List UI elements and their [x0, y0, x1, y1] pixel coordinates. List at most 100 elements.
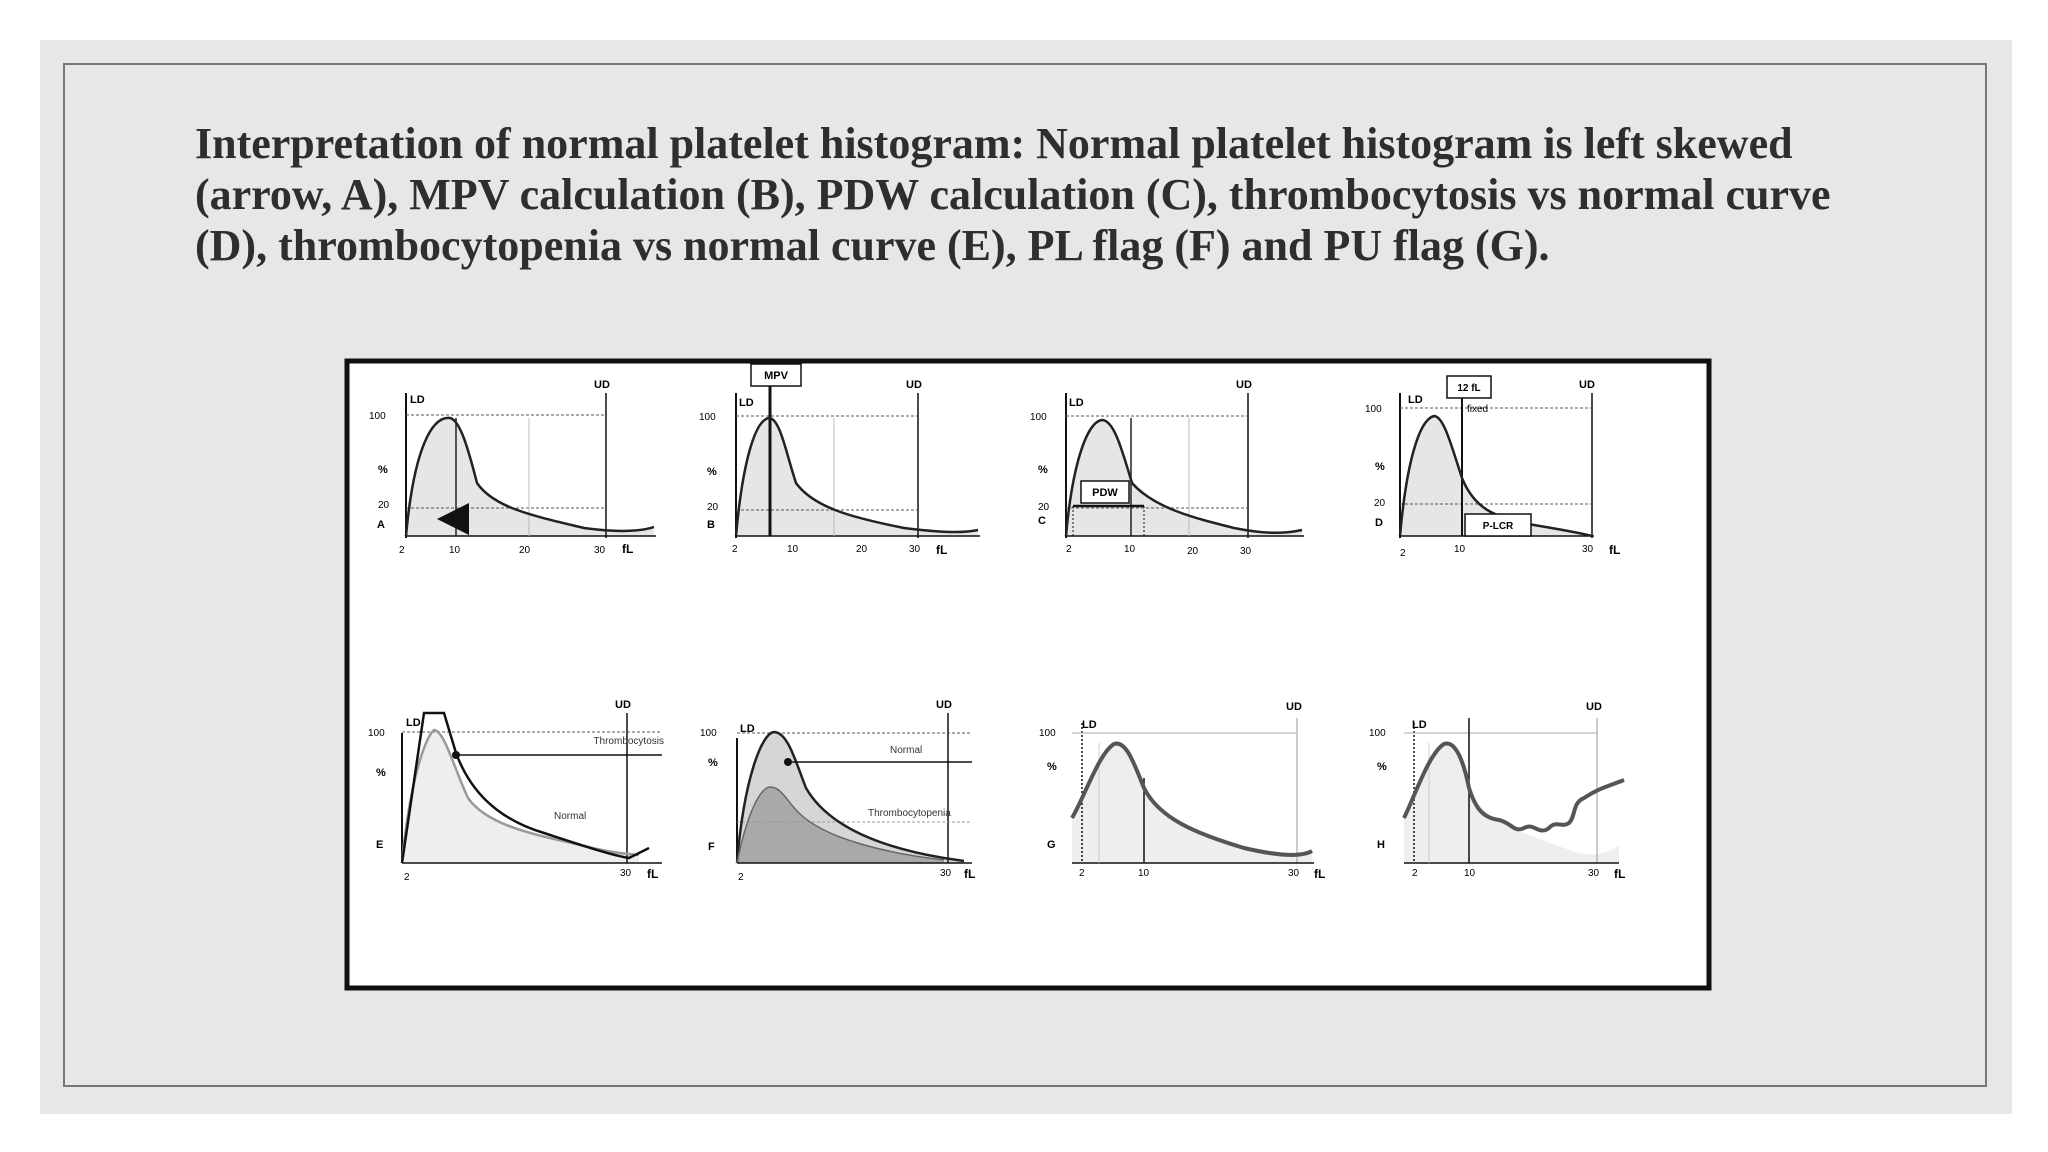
panel-g-y-100: 100 — [1039, 728, 1056, 739]
panel-f-ld: LD — [740, 723, 755, 735]
panel-h-letter: H — [1377, 839, 1385, 851]
panel-c-tick-2: 2 — [1066, 544, 1072, 555]
panel-c-ld: LD — [1069, 397, 1084, 409]
panel-d: 12 fL fixed P-LCR LD UD 100 20 % D 2 10 … — [1365, 375, 1620, 559]
panel-e: Thrombocytosis Normal LD UD 100 % E 2 30… — [368, 699, 664, 883]
panel-d-tick-30: 30 — [1582, 544, 1594, 555]
panel-b: MPV LD UD 100 20 % B 2 10 20 30 fL — [699, 363, 980, 557]
panel-b-ud: UD — [906, 379, 922, 391]
panel-f-letter: F — [708, 841, 715, 853]
panel-b-y-20: 20 — [707, 502, 719, 513]
panel-f-tick-30: 30 — [940, 868, 952, 879]
slide: Interpretation of normal platelet histog… — [40, 40, 2012, 1114]
panel-h-area — [1404, 743, 1619, 863]
panel-a-y-20: 20 — [378, 500, 390, 511]
panel-a-ld: LD — [410, 394, 425, 406]
panel-b-unit: fL — [936, 543, 947, 557]
panel-b-area — [736, 418, 978, 536]
panel-e-unit: fL — [647, 867, 658, 881]
panel-e-label-thrombocytosis: Thrombocytosis — [593, 736, 664, 747]
panel-b-tick-10: 10 — [787, 544, 799, 555]
panel-c-y-100: 100 — [1030, 412, 1047, 423]
panel-g: LD UD 100 % G 2 10 30 fL — [1039, 701, 1325, 881]
panel-a-ud: UD — [594, 379, 610, 391]
panel-f-y-100: 100 — [700, 728, 717, 739]
panel-a-tick-30: 30 — [594, 545, 606, 556]
panel-g-tick-2: 2 — [1079, 868, 1085, 879]
panel-c: PDW LD UD 100 20 % C 2 10 20 30 — [1030, 379, 1304, 557]
panel-h: LD UD 100 % H 2 10 30 fL — [1369, 701, 1625, 881]
panel-d-y-100: 100 — [1365, 404, 1382, 415]
panel-f-ud: UD — [936, 699, 952, 711]
panel-b-letter: B — [707, 519, 715, 531]
panel-d-plcr-box — [1464, 513, 1532, 537]
panel-g-letter: G — [1047, 839, 1056, 851]
panel-g-unit: fL — [1314, 867, 1325, 881]
panel-f-thrombocytopenia-area — [737, 787, 944, 863]
histogram-figure: LD UD 100 20 % A 2 10 20 30 fL — [344, 358, 1752, 1026]
panel-b-tick-2: 2 — [732, 544, 738, 555]
figure-border — [344, 358, 1712, 991]
panel-a-y-100: 100 — [369, 411, 386, 422]
panel-e-ud: UD — [615, 699, 631, 711]
panel-h-y-percent: % — [1377, 761, 1387, 773]
panel-c-y-percent: % — [1038, 464, 1048, 476]
panel-h-y-100: 100 — [1369, 728, 1386, 739]
slide-frame — [63, 63, 1987, 1087]
panel-a-unit: fL — [622, 542, 633, 556]
panel-a-tick-20: 20 — [519, 545, 531, 556]
panel-d-letter: D — [1375, 517, 1383, 529]
panel-b-y-percent: % — [707, 466, 717, 478]
panel-h-tick-10: 10 — [1464, 868, 1476, 879]
panel-h-curve — [1402, 741, 1625, 833]
panel-c-tick-20: 20 — [1187, 546, 1199, 557]
panel-f: Normal Thrombocytopenia LD UD 100 % F 2 … — [700, 699, 975, 883]
panel-d-tick-10: 10 — [1454, 544, 1466, 555]
panel-b-tick-20: 20 — [856, 544, 868, 555]
panel-d-area — [1400, 416, 1592, 536]
panel-f-label-normal: Normal — [890, 745, 922, 756]
panel-f-tick-2: 2 — [738, 872, 744, 883]
panel-c-pdw-box — [1080, 480, 1130, 504]
panel-d-12fl-label: 12 fL — [1457, 383, 1480, 394]
slide-caption: Interpretation of normal platelet histog… — [195, 119, 1831, 270]
panel-e-ld: LD — [406, 717, 421, 729]
panel-d-y-20: 20 — [1374, 498, 1386, 509]
panel-a: LD UD 100 20 % A 2 10 20 30 fL — [369, 379, 656, 556]
panel-h-tick-2: 2 — [1412, 868, 1418, 879]
panel-e-label-normal: Normal — [554, 811, 586, 822]
panel-d-curve — [1398, 414, 1593, 538]
panel-a-curve — [404, 416, 655, 537]
panel-g-ld: LD — [1082, 719, 1097, 731]
panel-h-ld: LD — [1412, 719, 1427, 731]
panel-c-y-20: 20 — [1038, 502, 1050, 513]
panel-d-fixed-note: fixed — [1467, 404, 1488, 415]
panel-c-tick-30: 30 — [1240, 546, 1252, 557]
panel-b-mpv-box — [750, 363, 802, 387]
panel-g-ud: UD — [1286, 701, 1302, 713]
panel-g-y-percent: % — [1047, 761, 1057, 773]
panel-e-area — [402, 730, 639, 863]
panel-g-tick-30: 30 — [1288, 868, 1300, 879]
panel-b-ld: LD — [739, 397, 754, 409]
panel-f-normal-curve — [735, 730, 965, 864]
panel-c-ud: UD — [1236, 379, 1252, 391]
panel-f-thrombocytopenia-curve — [736, 786, 945, 864]
panel-d-y-percent: % — [1375, 461, 1385, 473]
panel-e-y-100: 100 — [368, 728, 385, 739]
panel-h-tick-30: 30 — [1588, 868, 1600, 879]
panel-f-y-percent: % — [708, 757, 718, 769]
panel-e-y-percent: % — [376, 767, 386, 779]
panel-c-pdw-label: PDW — [1092, 487, 1118, 499]
panel-a-y-percent: % — [378, 464, 388, 476]
panel-e-letter: E — [376, 839, 383, 851]
panel-a-letter: A — [377, 519, 385, 531]
panel-g-area — [1072, 743, 1312, 863]
panel-c-letter: C — [1038, 515, 1046, 527]
panel-c-tick-10: 10 — [1124, 544, 1136, 555]
panel-d-ld: LD — [1408, 394, 1423, 406]
panel-h-unit: fL — [1614, 867, 1625, 881]
panel-b-y-100: 100 — [699, 412, 716, 423]
panel-d-tick-2: 2 — [1400, 548, 1406, 559]
panel-e-tick-2: 2 — [404, 872, 410, 883]
